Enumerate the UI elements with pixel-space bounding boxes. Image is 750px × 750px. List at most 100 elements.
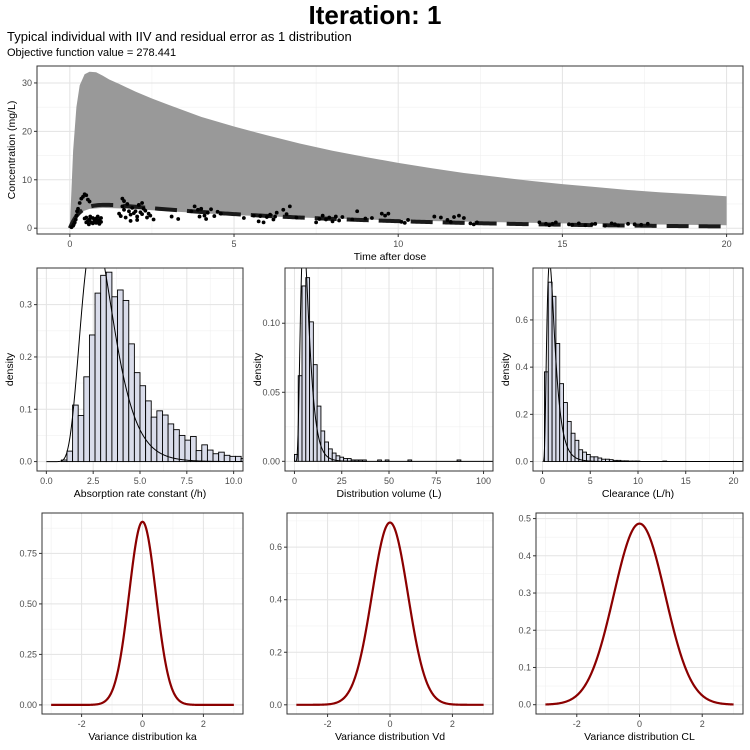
variance-density-curve	[51, 520, 234, 707]
y-tick-label: 0.2	[518, 625, 531, 635]
y-tick-label: 0.00	[262, 456, 280, 466]
histogram-bar	[145, 400, 152, 463]
panel-hist-vd: 0 25 50 75 100 0.00 0.05 0.10 Distribution volum…	[252, 267, 494, 500]
x-tick-label: 2.5	[87, 476, 100, 486]
observation-point	[261, 220, 266, 225]
histogram-bar	[218, 451, 225, 463]
y-axis-label: density	[4, 352, 16, 386]
observation-point	[94, 220, 99, 225]
y-tick-label: 0.1	[19, 404, 32, 414]
histogram-bar	[212, 453, 220, 463]
x-tick-label: 10	[633, 476, 643, 486]
observation-point	[143, 208, 148, 213]
observation-point	[590, 222, 594, 227]
observation-point	[135, 218, 140, 222]
observation-point	[626, 221, 630, 226]
observation-point	[355, 209, 360, 214]
grid-lines	[536, 513, 743, 714]
histogram-bar	[173, 429, 180, 463]
observation-point	[320, 213, 325, 218]
observation-point	[209, 207, 213, 212]
observation-point	[570, 222, 575, 227]
histogram-bar	[77, 415, 85, 463]
observation-point	[284, 212, 289, 217]
x-axis-label: Clearance (L/h)	[602, 488, 674, 500]
observation-point	[330, 219, 335, 224]
x-tick-label: 50	[384, 476, 394, 486]
panel-var-vd: -2 0 2 0.0 0.2 0.4 0.6 Variance distribution Vd	[269, 512, 494, 743]
y-tick-label: 0.4	[515, 362, 528, 372]
objective-function-value: Objective function value = 278.441	[7, 47, 177, 59]
observation-point	[281, 207, 286, 212]
observation-point	[87, 217, 92, 222]
x-tick-label: 0.0	[40, 476, 53, 486]
panel-border	[36, 65, 744, 235]
density-curve	[294, 268, 493, 462]
x-axis-label: Variance distribution ka	[88, 731, 197, 743]
observation-point	[133, 209, 138, 214]
panel-hist-ka: 0.0 2.5 5.0 7.5 10.0 0.0 0.1 0.2 0.3 Absorption r…	[4, 267, 244, 500]
observation-point	[205, 210, 210, 215]
x-axis-label: Distribution volume (L)	[336, 488, 441, 500]
histogram-bar	[223, 454, 231, 463]
y-tick-label: 0.00	[19, 700, 37, 710]
histogram-bars	[544, 281, 668, 463]
prediction-interval-band	[69, 71, 727, 229]
histogram-bar	[563, 402, 568, 463]
observation-point	[90, 221, 95, 226]
observation-point	[399, 219, 404, 224]
variance-density-curve	[545, 522, 734, 706]
y-tick-label: 0.3	[19, 300, 32, 310]
x-tick-label: 20	[722, 239, 732, 249]
plot-content	[51, 520, 234, 707]
observation-point	[196, 207, 200, 212]
x-tick-label: 0	[387, 719, 392, 729]
x-tick-label: 20	[728, 476, 738, 486]
y-tick-label: 20	[22, 126, 32, 136]
observation-point	[379, 211, 384, 216]
y-tick-label: 30	[22, 78, 32, 88]
histogram-bar	[184, 439, 192, 463]
observation-point	[432, 214, 437, 219]
observation-point	[212, 214, 217, 218]
y-tick-label: 0.2	[19, 352, 32, 362]
page-title: Iteration: 1	[308, 0, 442, 30]
histogram-bar	[100, 274, 107, 463]
observation-point	[639, 222, 644, 227]
observation-point	[340, 215, 345, 219]
observation-point	[445, 218, 450, 222]
histogram-bar	[66, 450, 74, 463]
histogram-bar	[235, 455, 242, 463]
grid-lines	[285, 268, 493, 471]
plot-content	[46, 268, 243, 463]
observation-point	[95, 214, 100, 219]
panel-hist-cl: 0 5 10 15 20 0.0 0.2 0.4 0.6 Clearance (L/h) densi…	[500, 267, 744, 500]
observation-point	[258, 214, 263, 218]
observation-point	[76, 206, 80, 211]
panel-var-cl: -2 0 2 0.0 0.1 0.2 0.3 0.4 0.5 Variance distribut…	[518, 512, 744, 743]
histogram-bar	[117, 289, 124, 463]
y-tick-label: 0.4	[518, 551, 531, 561]
observation-point	[136, 203, 141, 207]
y-axis-label: density	[252, 352, 264, 386]
observation-point	[452, 215, 456, 219]
plot-content	[545, 522, 734, 706]
x-tick-label: 10	[393, 239, 403, 249]
observation-point	[202, 213, 207, 218]
observation-point	[544, 221, 548, 226]
x-tick-label: 2	[201, 719, 206, 729]
observation-point	[547, 223, 552, 228]
observation-point	[140, 201, 144, 205]
observation-point	[148, 213, 153, 218]
panel-var-ka: -2 0 2 0.00 0.25 0.50 0.75 Variance distributio…	[19, 512, 244, 743]
observation-point	[169, 214, 174, 219]
observation-point	[197, 214, 202, 219]
observation-point	[135, 214, 140, 219]
observation-point	[128, 212, 133, 217]
histogram-bar	[111, 296, 118, 463]
x-tick-label: 0	[292, 476, 297, 486]
y-tick-label: 0.5	[518, 514, 531, 524]
observation-point	[457, 213, 461, 218]
observation-point	[402, 220, 407, 225]
